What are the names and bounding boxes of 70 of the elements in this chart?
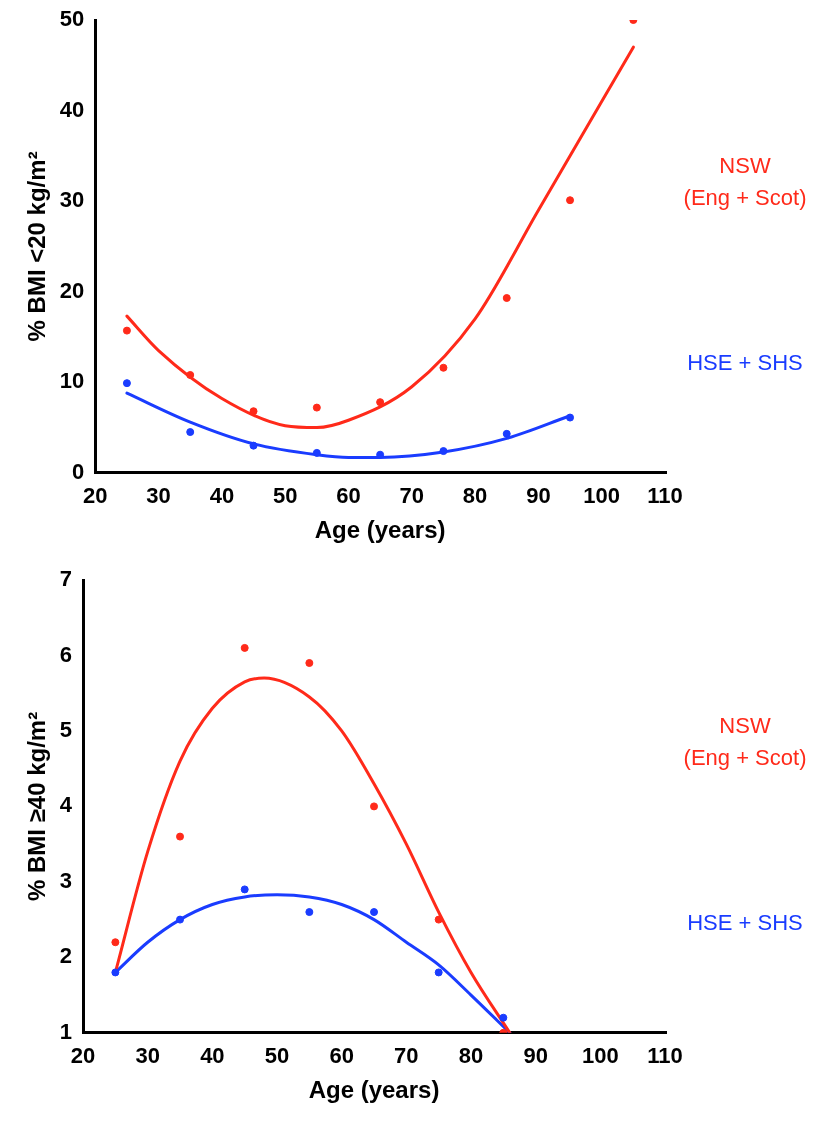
point [370,908,379,917]
y-tick-label: 7 [59,566,73,592]
point [499,1013,508,1022]
x-tick-label: 100 [583,483,621,509]
point [240,885,249,894]
y-tick-label: 4 [59,792,73,818]
y-axis-title: % BMI ≥40 kg/m² [23,711,51,902]
x-axis-title: Age (years) [308,1076,440,1104]
text: HSE + SHS [687,350,803,376]
line-series [125,45,635,430]
y-tick-label: 5 [59,717,73,742]
point [566,413,575,422]
point [439,447,448,456]
x-tick-label: 70 [394,1043,419,1069]
x-tick-label: 90 [526,483,551,509]
y-tick-label: 6 [59,641,73,667]
point [434,968,443,977]
point [111,968,120,977]
x-tick-label: 80 [462,483,488,509]
point [122,379,131,388]
point [312,403,321,412]
text: NSW (Eng + Scot) [683,713,807,771]
x-tick-label: 60 [329,1043,354,1069]
x-tick-label: 80 [458,1043,484,1069]
x-tick-label: 20 [83,483,108,509]
point [434,915,443,924]
point [176,832,185,841]
text: NSW (Eng + Scot) [683,153,807,211]
point [249,441,258,450]
x-tick-label: 50 [272,483,298,509]
y-tick-label: 20 [59,277,85,303]
x-tick-label: 30 [135,1043,160,1069]
y-axis-title: % BMI <20 kg/m² [23,151,51,342]
x-tick-label: 110 [647,1043,683,1069]
point [111,938,120,947]
y-tick-label: 1 [59,1018,73,1044]
point [186,428,195,437]
point [186,371,195,379]
x-tick-label: 110 [647,483,683,509]
point [249,407,258,416]
x-tick-label: 30 [146,483,171,509]
y-tick-label: 2 [59,943,73,969]
point [305,908,314,917]
point [122,326,131,335]
point [370,802,379,811]
point [566,196,575,205]
point [240,643,249,652]
point [176,915,185,924]
y-tick-label: 30 [59,187,85,213]
x-tick-label: 40 [209,483,235,509]
y-tick-label: 40 [59,96,85,122]
point [312,448,321,457]
text: HSE + SHS [687,910,803,936]
x-tick-label: 50 [264,1043,290,1069]
y-tick-label: 10 [59,368,85,394]
point [305,659,314,668]
y-tick-label: 50 [59,6,85,32]
x-axis-title: Age (years) [314,516,446,544]
point [502,429,511,438]
x-tick-label: 70 [399,483,425,509]
x-tick-label: 90 [523,1043,548,1069]
y-tick-label: 3 [59,867,73,893]
x-tick-label: 40 [200,1043,225,1069]
point [376,398,385,407]
line-series [113,676,512,1033]
x-tick-label: 60 [336,483,361,509]
point [502,294,511,303]
y-tick-label: 0 [72,458,85,484]
point [439,363,448,372]
x-tick-label: 100 [581,1043,619,1069]
